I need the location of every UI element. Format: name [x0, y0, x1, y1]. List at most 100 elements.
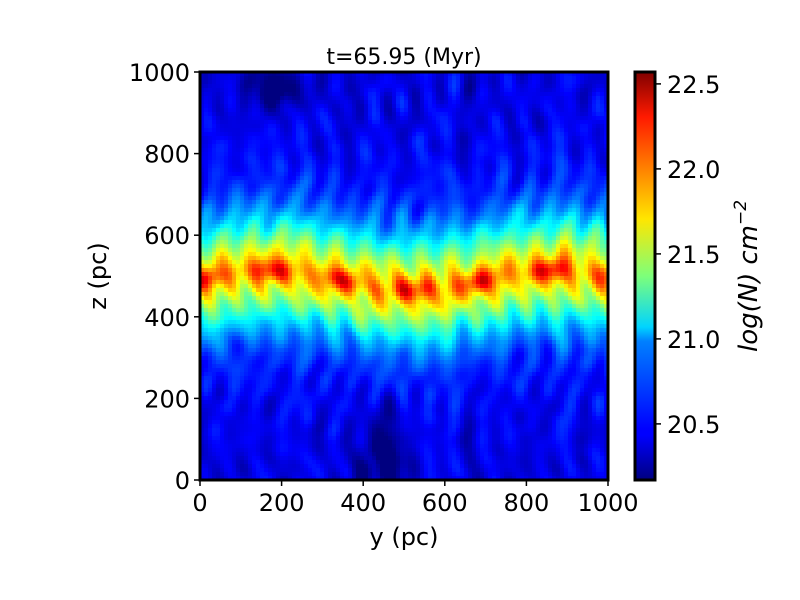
heatmap-cell — [468, 256, 473, 261]
heatmap-cell — [408, 196, 413, 201]
heatmap-cell — [304, 168, 309, 173]
heatmap-cell — [580, 220, 585, 225]
heatmap-cell — [552, 116, 557, 121]
heatmap-cell — [604, 188, 608, 193]
heatmap-cell — [292, 124, 297, 129]
heatmap-cell — [504, 148, 509, 153]
heatmap-cell — [596, 84, 601, 89]
heatmap-cell — [528, 148, 533, 153]
heatmap-cell — [232, 264, 237, 269]
heatmap-cell — [352, 92, 357, 97]
heatmap-cell — [460, 224, 465, 229]
heatmap-cell — [496, 220, 501, 225]
heatmap-cell — [472, 84, 477, 89]
heatmap-cell — [232, 220, 237, 225]
heatmap-cell — [276, 76, 281, 81]
heatmap-cell — [604, 76, 608, 81]
heatmap-cell — [572, 264, 577, 269]
heatmap-cell — [312, 232, 317, 237]
heatmap-cell — [580, 188, 585, 193]
heatmap-cell — [504, 264, 509, 269]
heatmap-cell — [328, 180, 333, 185]
heatmap-cell — [256, 192, 261, 197]
heatmap-cell — [480, 92, 485, 97]
heatmap-cell — [216, 132, 221, 137]
heatmap-cell — [312, 228, 317, 233]
heatmap-cell — [588, 152, 593, 157]
heatmap-cell — [416, 228, 421, 233]
heatmap-cell — [252, 220, 257, 225]
heatmap-cell — [252, 168, 257, 173]
heatmap-cell — [368, 208, 373, 213]
heatmap-cell — [320, 264, 325, 269]
heatmap-cell — [488, 156, 493, 161]
heatmap-cell — [512, 88, 517, 93]
heatmap-cell — [460, 84, 465, 89]
heatmap-cell — [420, 216, 425, 221]
heatmap-cell — [504, 244, 509, 249]
heatmap-cell — [364, 112, 369, 117]
heatmap-cell — [492, 204, 497, 209]
heatmap-cell — [216, 192, 221, 197]
heatmap-cell — [436, 208, 441, 213]
heatmap-cell — [432, 120, 437, 125]
heatmap-cell — [536, 120, 541, 125]
heatmap-cell — [276, 200, 281, 205]
heatmap-cell — [208, 128, 213, 133]
heatmap-cell — [444, 80, 449, 85]
heatmap-cell — [428, 84, 433, 89]
heatmap-cell — [220, 252, 225, 257]
heatmap-cell — [272, 120, 277, 125]
heatmap-cell — [492, 200, 497, 205]
heatmap-cell — [460, 116, 465, 121]
heatmap-cell — [424, 224, 429, 229]
heatmap-cell — [488, 204, 493, 209]
heatmap-cell — [200, 100, 205, 105]
heatmap-cell — [436, 152, 441, 157]
heatmap-cell — [476, 148, 481, 153]
heatmap-cell — [348, 136, 353, 141]
heatmap-cell — [392, 248, 397, 253]
heatmap-cell — [476, 144, 481, 149]
heatmap-cell — [596, 72, 601, 77]
heatmap-cell — [244, 104, 249, 109]
heatmap-cell — [552, 216, 557, 221]
heatmap-cell — [324, 236, 329, 241]
heatmap-cell — [596, 180, 601, 185]
heatmap-cell — [504, 144, 509, 149]
heatmap-cell — [372, 208, 377, 213]
heatmap-cell — [204, 164, 209, 169]
heatmap-cell — [596, 80, 601, 85]
heatmap-cell — [216, 140, 221, 145]
heatmap-cell — [348, 196, 353, 201]
heatmap-cell — [296, 248, 301, 253]
heatmap-cell — [348, 168, 353, 173]
heatmap-cell — [292, 96, 297, 101]
heatmap-cell — [368, 260, 373, 265]
heatmap-cell — [280, 204, 285, 209]
heatmap-cell — [444, 88, 449, 93]
heatmap-cell — [600, 164, 605, 169]
heatmap-cell — [448, 188, 453, 193]
heatmap-cell — [288, 240, 293, 245]
heatmap-cell — [232, 208, 237, 213]
heatmap-cell — [468, 112, 473, 117]
heatmap-cell — [432, 104, 437, 109]
heatmap-cell — [516, 116, 521, 121]
heatmap-cell — [552, 124, 557, 129]
heatmap-cell — [312, 212, 317, 217]
heatmap-cell — [564, 196, 569, 201]
heatmap-cell — [548, 228, 553, 233]
heatmap-cell — [600, 208, 605, 213]
heatmap-cell — [256, 244, 261, 249]
heatmap-cell — [200, 212, 205, 217]
heatmap-cell — [376, 236, 381, 241]
heatmap-cell — [496, 72, 501, 77]
heatmap-cell — [272, 180, 277, 185]
heatmap-cell — [540, 228, 545, 233]
heatmap-cell — [364, 152, 369, 157]
heatmap-cell — [568, 184, 573, 189]
heatmap-cell — [596, 124, 601, 129]
heatmap-cell — [384, 204, 389, 209]
heatmap-cell — [532, 204, 537, 209]
